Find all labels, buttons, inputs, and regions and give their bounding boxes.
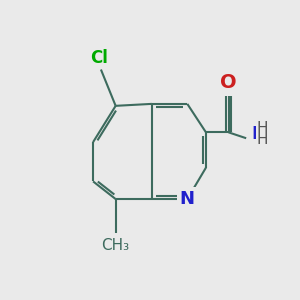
Text: N: N [251,125,266,143]
Text: Cl: Cl [91,49,108,67]
Text: H: H [256,121,268,136]
Text: N: N [180,190,195,208]
Text: H: H [256,132,268,147]
Text: CH₃: CH₃ [102,238,130,253]
Text: O: O [220,74,237,92]
